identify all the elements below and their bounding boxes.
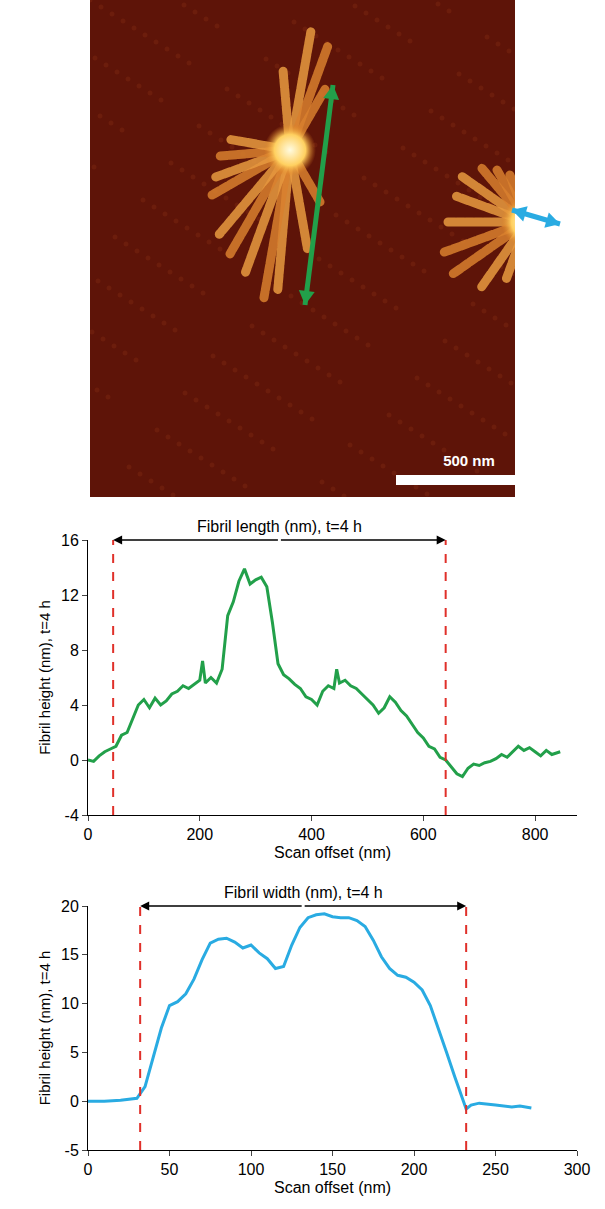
svg-text:0: 0 (84, 826, 93, 843)
svg-text:20: 20 (61, 898, 79, 915)
svg-text:-4: -4 (65, 807, 79, 824)
svg-text:4: 4 (70, 697, 79, 714)
svg-text:600: 600 (410, 826, 437, 843)
svg-text:8: 8 (70, 642, 79, 659)
svg-text:Scan offset (nm): Scan offset (nm) (274, 1179, 391, 1196)
svg-text:500 nm: 500 nm (443, 452, 495, 469)
svg-text:0: 0 (84, 1161, 93, 1178)
svg-text:10: 10 (61, 995, 79, 1012)
svg-text:Fibril height (nm), t=4 h: Fibril height (nm), t=4 h (36, 600, 53, 755)
svg-text:Scan offset (nm): Scan offset (nm) (274, 844, 391, 861)
svg-text:400: 400 (298, 826, 325, 843)
svg-text:5: 5 (70, 1044, 79, 1061)
svg-text:12: 12 (61, 587, 79, 604)
svg-text:200: 200 (401, 1161, 428, 1178)
svg-text:800: 800 (522, 826, 549, 843)
svg-text:100: 100 (238, 1161, 265, 1178)
svg-text:250: 250 (482, 1161, 509, 1178)
svg-text:0: 0 (70, 752, 79, 769)
svg-text:200: 200 (186, 826, 213, 843)
svg-text:150: 150 (319, 1161, 346, 1178)
svg-text:Fibril height (nm), t=4 h: Fibril height (nm), t=4 h (36, 951, 53, 1106)
svg-text:-5: -5 (65, 1142, 79, 1159)
svg-text:Fibril width (nm), t=4 h: Fibril width (nm), t=4 h (224, 884, 383, 901)
svg-text:Fibril length (nm), t=4 h: Fibril length (nm), t=4 h (197, 518, 362, 535)
svg-text:16: 16 (61, 532, 79, 549)
svg-text:15: 15 (61, 946, 79, 963)
svg-text:50: 50 (161, 1161, 179, 1178)
svg-text:300: 300 (564, 1161, 591, 1178)
svg-text:0: 0 (70, 1093, 79, 1110)
